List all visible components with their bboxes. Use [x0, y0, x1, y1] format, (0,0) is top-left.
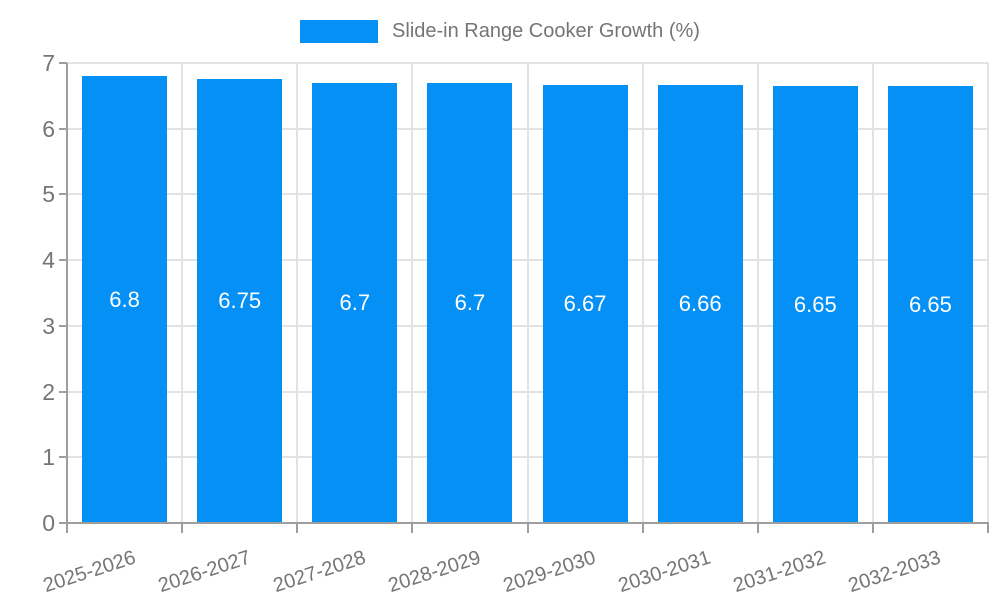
v-gridline	[871, 63, 874, 523]
x-tick-label: 2032-2033	[846, 546, 944, 598]
y-tick-label: 3	[42, 312, 55, 339]
x-tick-mark	[296, 523, 299, 533]
y-tick-mark	[59, 62, 67, 64]
chart-legend[interactable]: Slide-in Range Cooker Growth (%)	[0, 16, 1000, 46]
x-tick-mark	[756, 523, 759, 533]
bar	[772, 86, 858, 523]
v-gridline	[641, 63, 644, 523]
bar	[657, 85, 743, 523]
x-tick-label: 2026-2027	[155, 546, 254, 598]
v-gridline	[181, 63, 184, 523]
y-tick-label: 4	[42, 247, 55, 274]
x-tick-mark	[641, 523, 644, 533]
y-tick-mark	[59, 127, 67, 130]
x-tick-mark	[526, 523, 529, 533]
bar	[427, 82, 513, 523]
y-tick-label: 2	[42, 378, 55, 405]
v-gridline	[411, 63, 414, 523]
bar-value-label: 6.7	[454, 289, 486, 315]
bar	[542, 84, 628, 523]
v-gridline	[296, 63, 299, 523]
y-tick-mark	[59, 522, 67, 524]
v-gridline	[526, 63, 529, 523]
bar-value-label: 6.7	[339, 289, 371, 315]
x-tick-label: 2031-2032	[730, 546, 829, 598]
x-axis-line	[66, 522, 989, 524]
bar-value-label: 6.65	[793, 291, 837, 317]
y-tick-mark	[59, 456, 67, 459]
y-tick-label: 0	[42, 510, 55, 536]
x-tick-label: 2025-2026	[40, 546, 138, 598]
x-tick-label: 2028-2029	[385, 546, 484, 598]
bar-value-label: 6.67	[563, 290, 607, 316]
bar-value-label: 6.8	[109, 286, 140, 312]
x-tick-mark	[181, 523, 184, 533]
v-gridline	[987, 63, 989, 523]
x-tick-label: 2027-2028	[270, 546, 369, 598]
x-tick-mark	[987, 523, 989, 533]
bar-value-label: 6.66	[678, 291, 722, 317]
y-tick-label: 1	[42, 444, 55, 471]
y-tick-label: 5	[42, 181, 55, 208]
bar	[197, 79, 283, 523]
x-tick-mark	[411, 523, 414, 533]
bar	[82, 76, 168, 523]
bar	[312, 82, 398, 523]
bar-value-label: 6.75	[218, 288, 262, 314]
y-tick-mark	[59, 259, 67, 262]
y-axis-line	[66, 63, 68, 523]
y-tick-label: 7	[42, 50, 55, 76]
x-tick-label: 2029-2030	[500, 546, 599, 598]
y-tick-mark	[59, 324, 67, 327]
y-tick-label: 6	[42, 115, 55, 142]
bar-value-label: 6.65	[909, 291, 952, 317]
x-tick-mark	[871, 523, 874, 533]
y-tick-mark	[59, 193, 67, 196]
legend-label: Slide-in Range Cooker Growth (%)	[392, 19, 700, 42]
v-gridline	[756, 63, 759, 523]
x-tick-label: 2030-2031	[615, 546, 714, 598]
y-tick-mark	[59, 390, 67, 393]
bar	[887, 86, 973, 523]
x-tick-mark	[66, 523, 68, 533]
legend-swatch	[300, 19, 379, 43]
